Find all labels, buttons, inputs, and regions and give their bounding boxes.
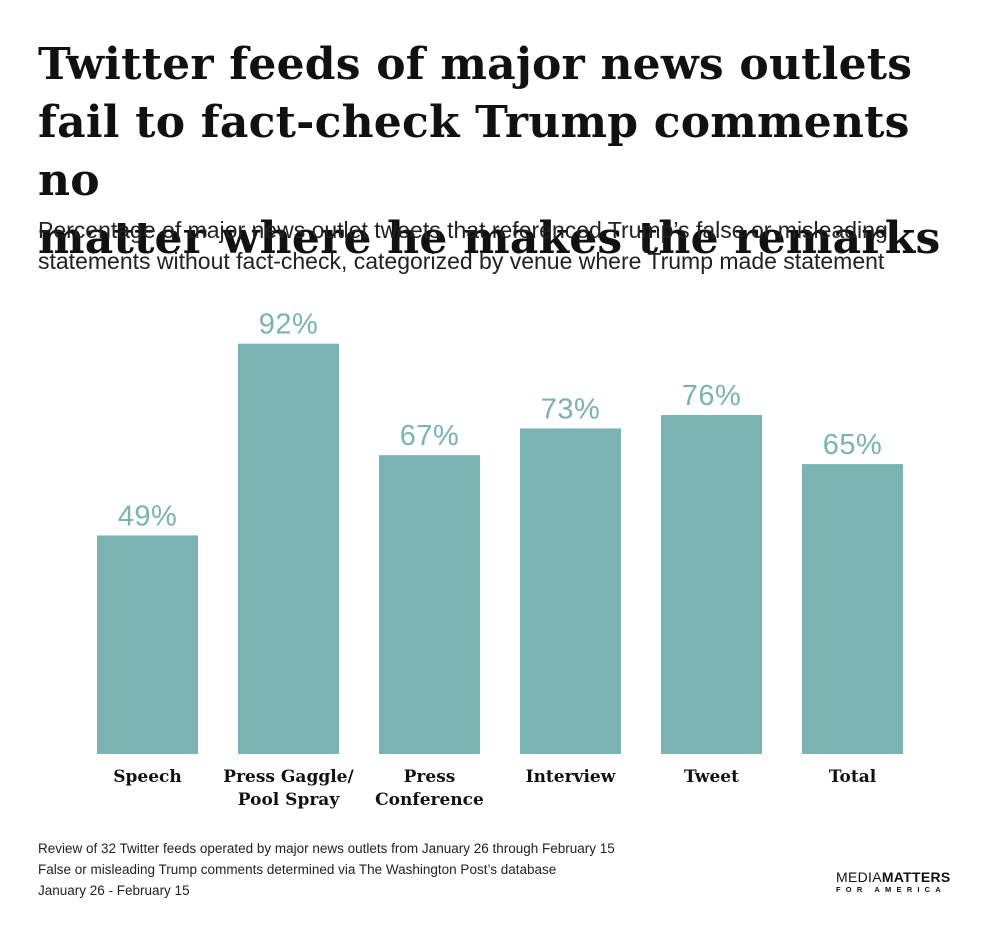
bar-value-label: 67% bbox=[400, 420, 460, 452]
bar-value-label: 65% bbox=[823, 429, 883, 461]
media-matters-logo: MEDIAMATTERS FOR AMERICA bbox=[836, 870, 966, 895]
chart-title-line: Twitter feeds of major news outlets bbox=[38, 39, 913, 90]
logo-word-media: MEDIA bbox=[836, 869, 882, 885]
chart-title-line: fail to fact-check Trump comments no bbox=[38, 97, 910, 206]
bar-value-label: 73% bbox=[541, 393, 601, 425]
footer-notes: Review of 32 Twitter feeds operated by m… bbox=[38, 838, 615, 901]
footer-note: January 26 - February 15 bbox=[38, 883, 190, 898]
bar-value-label: 92% bbox=[259, 309, 319, 341]
bar bbox=[379, 455, 480, 754]
bar-value-label: 76% bbox=[682, 380, 742, 412]
bar bbox=[802, 464, 903, 754]
chart-subtitle-line: Percentage of major news outlet tweets t… bbox=[38, 217, 888, 243]
footer-note: Review of 32 Twitter feeds operated by m… bbox=[38, 841, 615, 856]
bar bbox=[520, 428, 621, 754]
category-label: Press Gaggle/ bbox=[223, 767, 354, 787]
category-label: Speech bbox=[113, 767, 182, 787]
logo-word-matters: MATTERS bbox=[881, 869, 951, 885]
category-label: Total bbox=[829, 767, 877, 787]
bar bbox=[97, 535, 198, 754]
category-label: Tweet bbox=[684, 767, 739, 787]
chart-title: Twitter feeds of major news outlets fail… bbox=[38, 36, 978, 268]
category-label: Pool Spray bbox=[238, 790, 341, 810]
logo-tagline: FOR AMERICA bbox=[836, 885, 946, 894]
category-label: Press bbox=[404, 767, 456, 787]
bar bbox=[238, 343, 339, 754]
chart-title-line: matter where he makes the remarks bbox=[38, 213, 941, 264]
chart-subtitle-line: statements without fact-check, categoriz… bbox=[38, 248, 885, 274]
category-label: Interview bbox=[526, 767, 616, 787]
footer-note: False or misleading Trump comments deter… bbox=[38, 862, 557, 877]
category-label: Conference bbox=[375, 790, 484, 810]
logo-wordmark: MEDIAMATTERS bbox=[836, 870, 966, 885]
chart-subtitle: Percentage of major news outlet tweets t… bbox=[38, 215, 978, 277]
bar bbox=[661, 415, 762, 754]
bar-value-label: 49% bbox=[118, 500, 178, 532]
